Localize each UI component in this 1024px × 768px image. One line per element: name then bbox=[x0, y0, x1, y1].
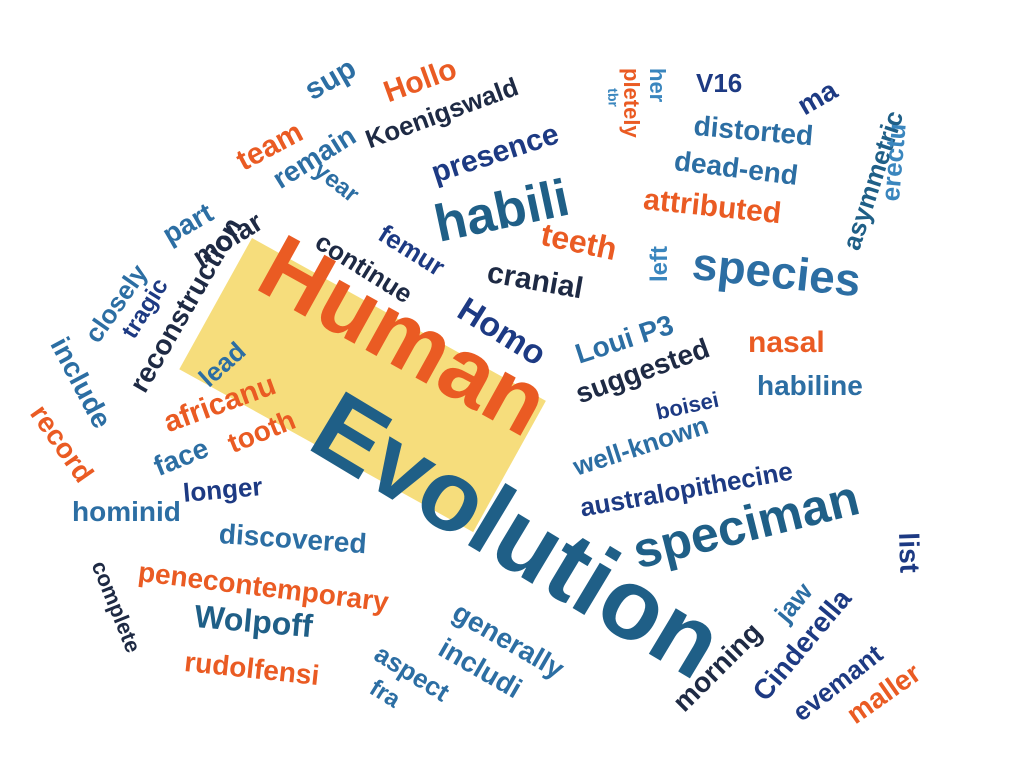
word-well-known: well-known bbox=[569, 409, 712, 482]
word-dead-end: dead-end bbox=[672, 145, 800, 191]
word-year: year bbox=[308, 156, 365, 209]
word-erectu: erectu bbox=[875, 122, 912, 203]
word-discovered: discovered bbox=[217, 518, 368, 560]
word-hominid: hominid bbox=[72, 496, 181, 527]
word-species: species bbox=[689, 237, 864, 307]
word-cranial: cranial bbox=[484, 256, 586, 306]
word-habiline: habiline bbox=[757, 370, 863, 401]
word-wolpoff: Wolpoff bbox=[193, 598, 315, 645]
word-left: left bbox=[646, 246, 673, 282]
word-attributed: attributed bbox=[641, 183, 783, 231]
word-longer: longer bbox=[181, 471, 264, 508]
word-tbr: tbr bbox=[605, 87, 622, 108]
word-pletely: pletely bbox=[619, 68, 644, 138]
word-distorted: distorted bbox=[692, 110, 815, 152]
word-nasal: nasal bbox=[748, 326, 825, 359]
word-v16: V16 bbox=[696, 68, 743, 98]
word-her: her bbox=[645, 68, 670, 103]
word-teeth: teeth bbox=[537, 216, 621, 268]
word-list: list bbox=[893, 531, 926, 574]
word-rudolfensi: rudolfensi bbox=[182, 646, 321, 691]
word-complete: complete bbox=[86, 557, 147, 657]
word-ma: ma bbox=[792, 74, 843, 122]
word-face: face bbox=[149, 432, 213, 482]
word-sup: sup bbox=[299, 51, 362, 107]
